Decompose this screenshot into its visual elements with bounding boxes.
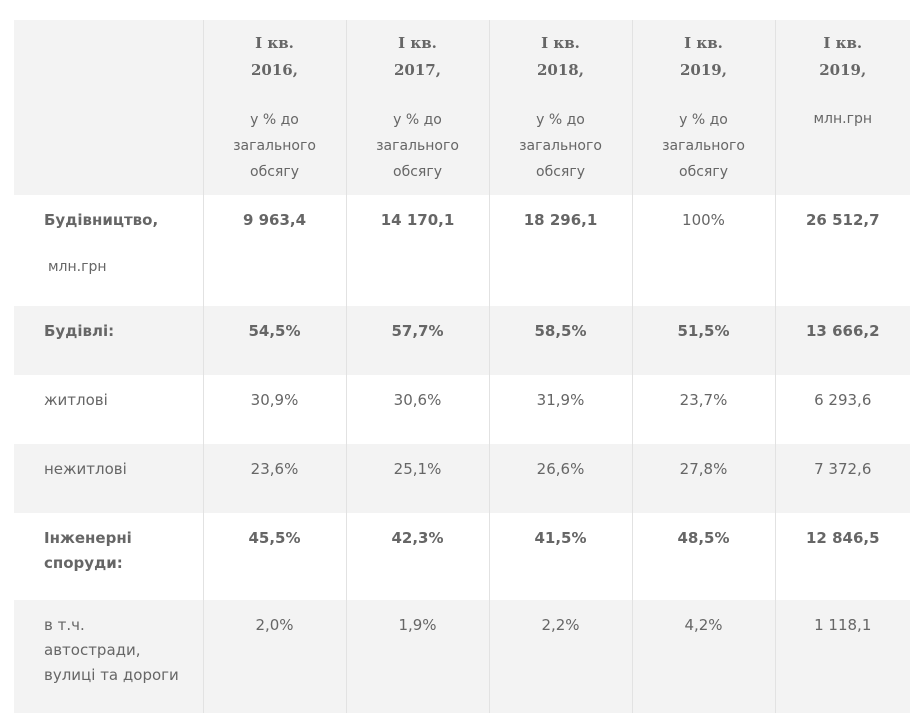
table-cell: 2,0%	[202, 600, 346, 713]
table-cell: 45,5%	[202, 513, 346, 600]
header-unit-line: у % до	[393, 112, 442, 128]
header-row: I кв. 2016, у % до загального обсягу I кв. 2…	[14, 20, 910, 195]
header-empty-cell	[14, 20, 203, 195]
table-cell: 4,2%	[631, 600, 775, 713]
table-cell: 57,7%	[345, 306, 489, 375]
header-year: 2019,	[819, 61, 867, 79]
table-cell: 31,9%	[488, 375, 632, 444]
header-unit-line: загального	[376, 138, 459, 154]
table-cell: 30,9%	[202, 375, 346, 444]
table-cell: 100%	[631, 195, 775, 306]
header-period: I кв.	[823, 34, 863, 52]
table-cell: 23,7%	[631, 375, 775, 444]
table-cell: 14 170,1	[345, 195, 489, 306]
table-cell: 25,1%	[345, 444, 489, 513]
header-cell: I кв. 2018, у % до загального обсягу	[488, 20, 632, 195]
table-row: Будівництво, млн.грн 9 963,4 14 170,1 18 …	[14, 195, 910, 306]
header-cell: I кв. 2019, у % до загального обсягу	[631, 20, 775, 195]
header-unit-line: обсягу	[536, 164, 585, 180]
header-unit-line: у % до	[250, 112, 299, 128]
table-cell: 12 846,5	[774, 513, 910, 600]
header-period: I кв.	[398, 34, 437, 52]
table-cell: 51,5%	[631, 306, 775, 375]
header-year: 2018,	[537, 61, 584, 79]
table-cell: 18 296,1	[488, 195, 632, 306]
table-cell: 2,2%	[488, 600, 632, 713]
table-cell: 27,8%	[631, 444, 775, 513]
construction-table: I кв. 2016, у % до загального обсягу I кв. 2…	[14, 20, 910, 713]
row-label: нежитлові	[14, 444, 203, 513]
header-period: I кв.	[541, 34, 580, 52]
table-row: Будівлі: 54,5% 57,7% 58,5% 51,5% 13 666,…	[14, 306, 910, 375]
table-row: в т.ч. автостради, вулиці та дороги 2,0% 1…	[14, 600, 910, 713]
table-cell: 1 118,1	[774, 600, 910, 713]
header-period: I кв.	[684, 34, 723, 52]
header-period: I кв.	[255, 34, 294, 52]
table-cell: 41,5%	[488, 513, 632, 600]
header-cell: I кв. 2016, у % до загального обсягу	[202, 20, 346, 195]
table-cell: 48,5%	[631, 513, 775, 600]
header-year: 2017,	[394, 61, 441, 79]
header-year: 2019,	[680, 61, 727, 79]
table-cell: 23,6%	[202, 444, 346, 513]
header-unit-line: загального	[662, 138, 745, 154]
table-cell: 26 512,7	[774, 195, 910, 306]
table-cell: 54,5%	[202, 306, 346, 375]
table-cell: 1,9%	[345, 600, 489, 713]
row-label: в т.ч. автостради, вулиці та дороги	[14, 600, 203, 713]
row-sublabel: млн.грн	[48, 259, 107, 275]
header-unit-line: загального	[233, 138, 316, 154]
header-unit-line: обсягу	[250, 164, 299, 180]
table-cell: 42,3%	[345, 513, 489, 600]
row-label: Будівництво, млн.грн	[14, 195, 203, 306]
table-cell: 13 666,2	[774, 306, 910, 375]
header-unit-line: у % до	[679, 112, 728, 128]
header-unit-line: млн.грн	[813, 111, 872, 127]
row-label: Будівлі:	[14, 306, 203, 375]
table-row: нежитлові 23,6% 25,1% 26,6% 27,8% 7 372,…	[14, 444, 910, 513]
table-cell: 58,5%	[488, 306, 632, 375]
table-cell: 30,6%	[345, 375, 489, 444]
header-cell: I кв. 2019, млн.грн	[774, 20, 910, 195]
table-cell: 6 293,6	[774, 375, 910, 444]
header-unit-line: обсягу	[393, 164, 442, 180]
header-unit-line: обсягу	[679, 164, 728, 180]
header-cell: I кв. 2017, у % до загального обсягу	[345, 20, 489, 195]
table-row: Інженерні споруди: 45,5% 42,3% 41,5% 48,5…	[14, 513, 910, 600]
table-cell: 26,6%	[488, 444, 632, 513]
row-label: Інженерні споруди:	[44, 529, 132, 572]
row-label: житлові	[44, 391, 108, 409]
table-row: житлові 30,9% 30,6% 31,9% 23,7% 6 293,6	[14, 375, 910, 444]
header-unit-line: загального	[519, 138, 602, 154]
table-cell: 7 372,6	[774, 444, 910, 513]
table-cell: 9 963,4	[202, 195, 346, 306]
header-year: 2016,	[251, 61, 298, 79]
header-unit-line: у % до	[536, 112, 585, 128]
